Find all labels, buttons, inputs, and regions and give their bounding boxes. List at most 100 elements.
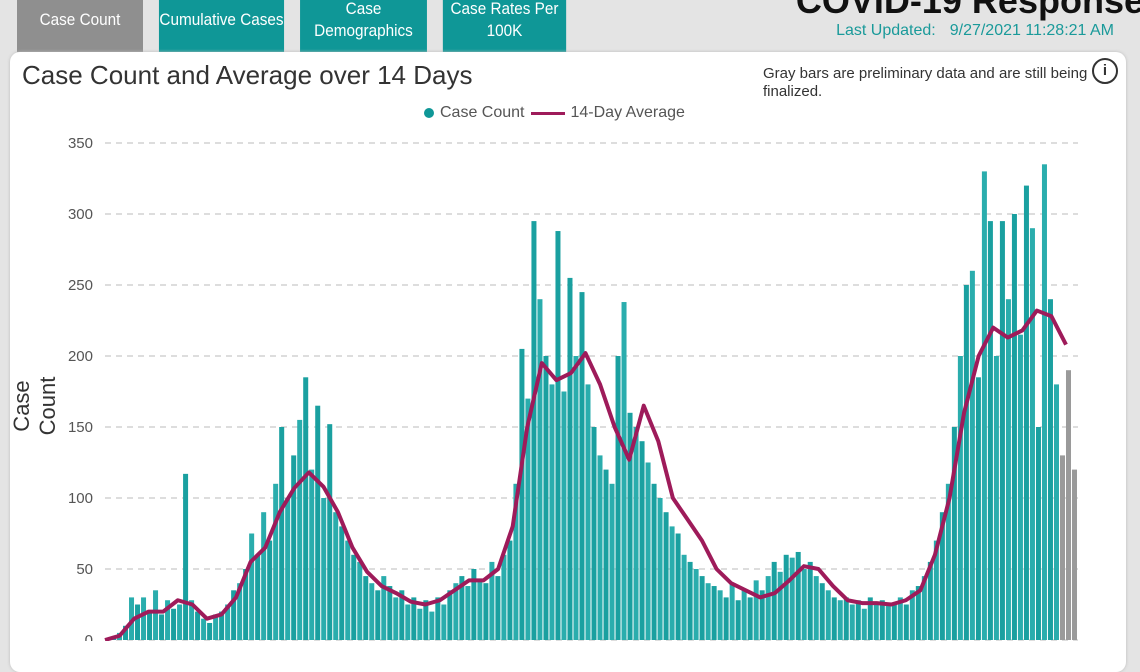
case-count-bar [489,561,495,640]
case-count-bar [405,604,411,640]
case-count-bar [327,424,333,640]
case-count-bar [531,221,537,640]
case-count-bar [885,605,891,640]
chart-plot: 0 50 100 150 200 250 300 350 [68,135,1078,641]
case-count-bar [537,299,543,640]
info-circle-icon[interactable]: i [1092,58,1118,84]
case-count-bar [297,419,303,640]
case-count-bar [333,512,339,640]
case-count-bar [939,512,945,640]
case-count-bar [447,590,453,640]
app-title: COVID-19 Response [795,0,1140,21]
case-count-bar [123,625,129,640]
case-count-bar [771,561,777,640]
case-count-bar [351,554,357,640]
case-count-bar [555,231,561,641]
y-tick-label: 150 [68,419,93,436]
case-count-bar [279,427,285,640]
tab-case-demographics[interactable]: Case Demographics [300,0,427,52]
case-count-bar [1053,384,1059,640]
legend: Case Count 14-Day Average [424,104,685,122]
case-count-bar [225,604,231,640]
case-count-bar [945,483,951,640]
case-count-bar [237,583,243,640]
tab-case-rates[interactable]: Case Rates Per 100K [442,0,567,52]
case-count-bar [147,611,153,640]
tab-case-count[interactable]: Case Count [17,0,143,52]
case-count-bar [855,600,861,640]
case-count-bar [645,462,651,640]
case-count-bar [915,586,921,640]
chart-title: Case Count and Average over 14 Days [22,60,473,90]
case-count-bar [897,597,903,640]
case-count-bar [375,590,381,640]
case-count-bar [465,586,471,640]
case-count-bar [909,590,915,640]
case-count-bar [681,554,687,640]
case-count-bar [189,600,195,640]
y-tick-label: 50 [76,561,93,578]
case-count-bar [135,604,141,640]
case-count-bar [729,583,735,640]
tab-cumulative-cases[interactable]: Cumulative Cases [158,0,285,52]
case-count-bar [849,604,855,640]
case-count-bar [609,483,615,640]
case-count-bar [813,576,819,640]
preliminary-bar [1065,370,1071,640]
case-count-bar [831,597,837,640]
case-count-bar [723,597,729,640]
case-count-bar [285,498,291,640]
case-count-bar [471,569,477,640]
case-count-bar [399,590,405,640]
case-count-bar [567,277,573,640]
case-count-bar [585,384,591,640]
case-count-bar [381,576,387,640]
case-count-bar [543,356,549,640]
case-count-bar [525,398,531,640]
case-count-bar [453,583,459,640]
case-count-bar [717,590,723,640]
case-count-bar [435,597,441,640]
average-line [104,308,1068,641]
case-count-bar [423,600,429,640]
case-count-bar [633,427,639,640]
case-count-bar [429,611,435,640]
case-count-bar [549,384,555,640]
case-count-bar [777,571,783,640]
case-count-bar [363,576,369,640]
case-count-bar [735,600,741,640]
y-tick-label: 250 [68,277,93,294]
case-count-bar [231,590,237,640]
case-count-bar [639,441,645,640]
case-count-bar [1023,185,1029,640]
case-count-bar [345,540,351,640]
case-count-bar [969,270,975,640]
case-count-bar [411,597,417,640]
case-count-bar [753,580,759,640]
case-count-bar [825,590,831,640]
case-count-bar [519,348,525,640]
case-count-bar [987,221,993,640]
case-count-bar [621,302,627,640]
last-updated: Last Updated: 9/27/2021 11:28:21 AM [836,22,1114,40]
case-count-bar [171,608,177,640]
case-count-bar [1041,164,1047,641]
case-count-bar [711,586,717,640]
case-count-bar [891,603,897,640]
case-count-bar [765,576,771,640]
y-tick-label: 300 [68,206,93,223]
case-count-bar [573,356,579,640]
case-count-bar [1005,299,1011,640]
case-count-bar [255,554,261,640]
last-updated-label: Last Updated: [836,22,936,39]
preliminary-bar [1059,455,1065,640]
case-count-bar [861,608,867,640]
preliminary-bar [1071,469,1077,640]
case-count-bar [417,608,423,640]
case-count-bar [597,455,603,640]
case-count-bar [267,540,273,640]
case-count-bar [153,590,159,640]
case-count-bar [513,483,519,640]
case-count-bar [387,586,393,640]
case-count-bar [1035,427,1041,640]
